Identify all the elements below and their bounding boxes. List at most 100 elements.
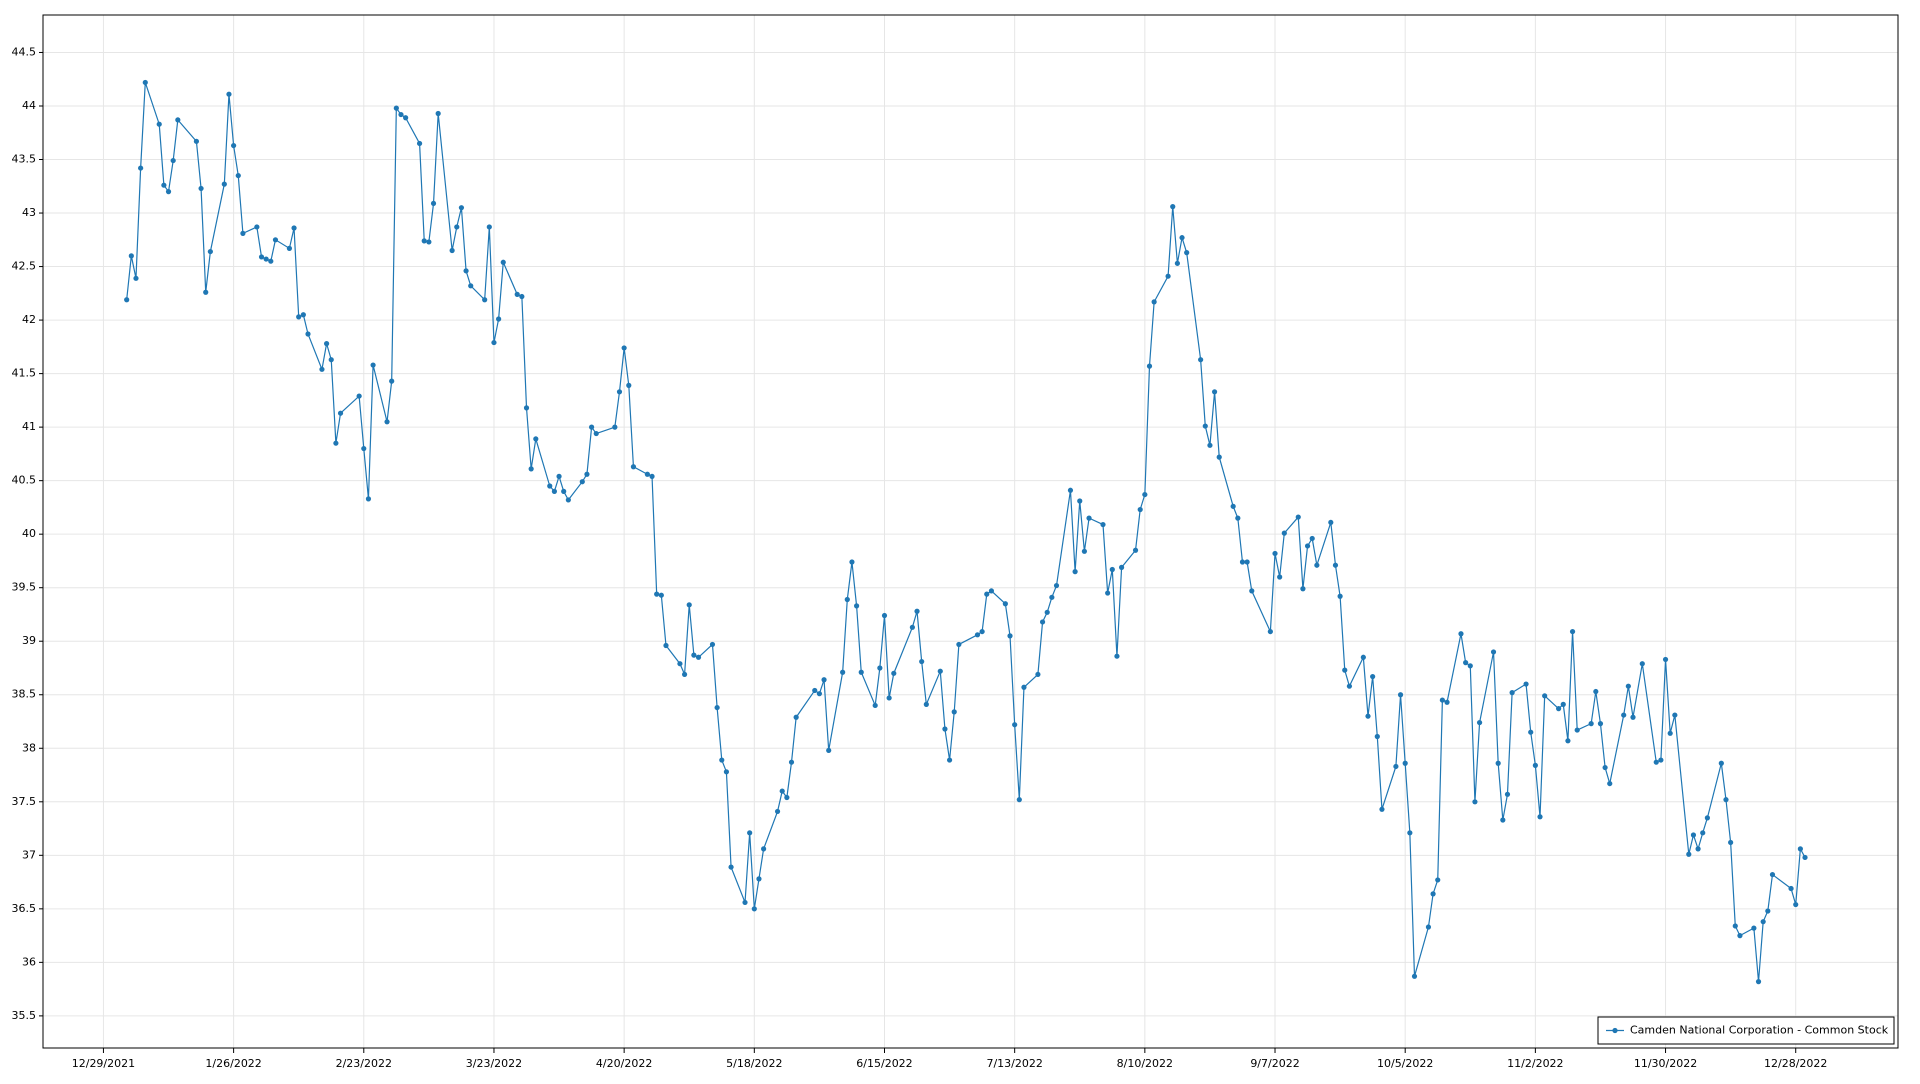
data-point <box>454 224 460 230</box>
data-point <box>1277 574 1283 580</box>
data-point <box>714 704 720 711</box>
data-point <box>1430 891 1436 897</box>
data-point <box>974 632 981 638</box>
data-point <box>463 268 469 274</box>
y-tick-label: 41.5 <box>12 367 37 380</box>
x-tick-label: 2/23/2022 <box>336 1057 392 1070</box>
data-point <box>258 254 265 260</box>
data-point <box>486 224 492 230</box>
data-point <box>1537 814 1543 820</box>
data-point <box>919 658 925 665</box>
x-tick-label: 9/7/2022 <box>1250 1057 1299 1070</box>
x-tick-label: 8/10/2022 <box>1117 1057 1173 1070</box>
data-point <box>1597 721 1604 727</box>
legend-marker <box>1612 1027 1618 1034</box>
data-point <box>1467 663 1473 669</box>
data-point <box>1509 690 1515 696</box>
data-point <box>1016 797 1022 803</box>
data-point <box>1658 757 1664 763</box>
data-point <box>1700 830 1706 836</box>
data-point <box>761 846 767 852</box>
data-point <box>621 345 627 351</box>
data-point <box>193 138 200 144</box>
data-point <box>1793 901 1799 908</box>
data-point <box>1662 656 1669 663</box>
data-point <box>630 464 637 470</box>
data-point <box>128 253 134 259</box>
data-point <box>1435 877 1441 883</box>
data-point <box>914 608 920 614</box>
x-tick-label: 5/18/2022 <box>726 1057 782 1070</box>
data-point <box>328 357 334 363</box>
y-tick-label: 36 <box>22 955 36 968</box>
y-tick-label: 43.5 <box>12 153 37 166</box>
data-point <box>1272 550 1278 557</box>
data-point <box>337 410 344 416</box>
data-point <box>319 366 325 372</box>
data-point <box>1374 733 1380 740</box>
data-point <box>821 677 827 683</box>
data-point <box>812 687 818 694</box>
y-tick-label: 38 <box>22 741 36 754</box>
data-point <box>951 709 957 715</box>
data-point <box>747 830 753 836</box>
data-point <box>826 747 832 754</box>
data-point <box>142 79 148 86</box>
data-point <box>1267 628 1273 635</box>
data-point <box>1444 699 1450 705</box>
data-point <box>496 316 502 322</box>
data-point <box>1332 562 1339 568</box>
data-point <box>1077 498 1083 504</box>
data-point <box>1751 925 1757 931</box>
data-point <box>1235 515 1241 521</box>
data-point <box>435 110 441 117</box>
data-point <box>533 436 539 442</box>
legend-box <box>1597 1016 1895 1045</box>
data-point <box>1695 846 1701 852</box>
x-tick-label: 1/26/2022 <box>205 1057 261 1070</box>
data-point <box>1439 697 1445 703</box>
legend: Camden National Corporation - Common Sto… <box>1597 1016 1895 1045</box>
data-point <box>942 726 948 732</box>
data-point <box>695 654 702 660</box>
data-point <box>1672 712 1678 718</box>
data-point <box>858 669 864 675</box>
data-point <box>398 111 404 118</box>
data-point <box>1621 712 1627 718</box>
data-point <box>1067 487 1074 493</box>
y-tick-label: 42 <box>22 313 36 326</box>
data-point <box>1179 235 1185 241</box>
x-tick-label: 11/2/2022 <box>1507 1057 1563 1070</box>
data-point <box>305 331 311 337</box>
data-point <box>793 714 799 720</box>
data-point <box>1012 722 1018 728</box>
data-point <box>1202 423 1208 429</box>
data-point <box>1207 442 1213 448</box>
y-tick-label: 37 <box>22 848 36 861</box>
y-tick-label: 39 <box>22 634 36 647</box>
y-tick-label: 40.5 <box>12 474 37 487</box>
data-point <box>649 473 655 479</box>
data-point <box>923 701 929 707</box>
data-point <box>1142 491 1148 498</box>
data-point <box>872 702 878 709</box>
data-point <box>1425 924 1432 930</box>
y-tick-label: 35.5 <box>12 1009 37 1022</box>
data-point <box>323 341 330 347</box>
data-point <box>1667 730 1673 736</box>
data-point <box>1639 661 1645 667</box>
data-point <box>937 668 943 674</box>
data-point <box>1760 919 1766 925</box>
y-tick-label: 37.5 <box>12 795 37 808</box>
data-point <box>207 248 213 255</box>
data-point <box>1211 389 1218 395</box>
y-tick-label: 44 <box>22 99 36 112</box>
data-point <box>593 430 599 437</box>
data-point <box>956 641 962 648</box>
data-point <box>1198 357 1204 363</box>
data-point <box>165 189 172 195</box>
data-point <box>709 641 716 648</box>
data-point <box>1249 588 1255 594</box>
data-point <box>1463 660 1469 666</box>
